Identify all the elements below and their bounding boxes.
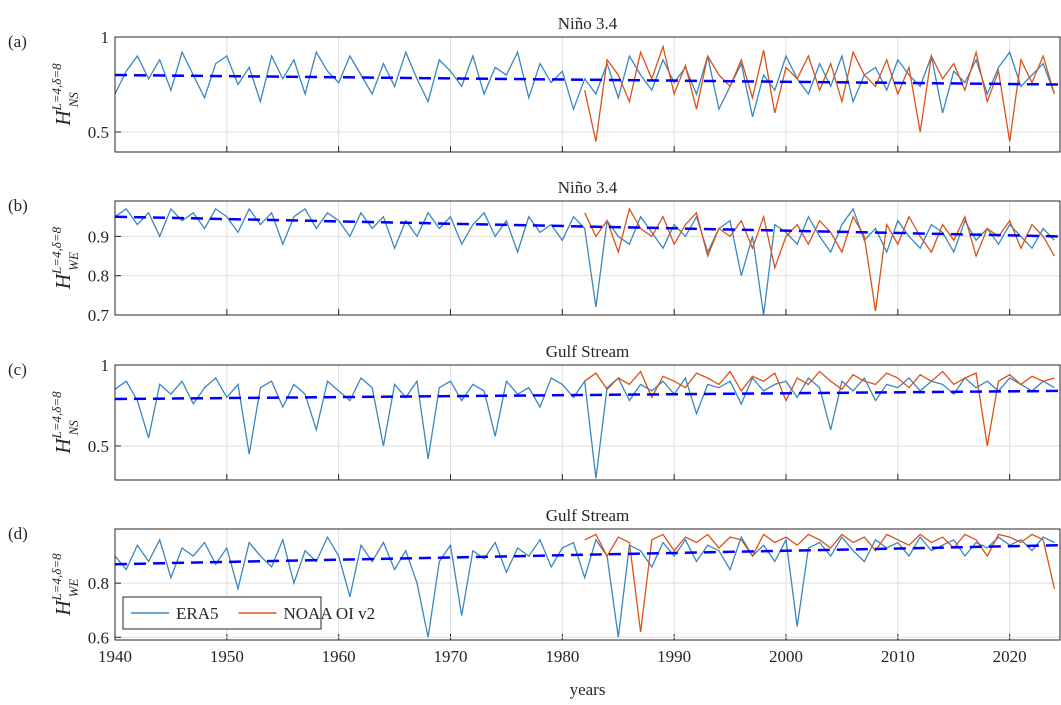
y-label-sup: L=4,δ=8 <box>49 226 64 275</box>
y-axis-label: HL=4,δ=8 WE <box>49 226 81 290</box>
y-label-base: H <box>51 272 75 290</box>
x-tick-label: 1940 <box>98 647 132 666</box>
trend-line <box>115 389 1060 401</box>
series-line <box>584 370 1055 447</box>
y-label-sub: NS <box>66 92 81 109</box>
panel-label: (c) <box>8 360 27 379</box>
series-line <box>115 50 1056 117</box>
legend-label: NOAA OI v2 <box>284 604 376 623</box>
y-label-sup: L=4,δ=8 <box>49 63 64 112</box>
axes-frame <box>114 364 1061 481</box>
chart-title: Gulf Stream <box>546 506 630 525</box>
x-axis-label: years <box>570 680 606 699</box>
x-tick-label: 1950 <box>210 647 244 666</box>
y-axis-label: HL=4,δ=8 NS <box>49 391 81 455</box>
y-label-base: H <box>51 109 75 127</box>
series-line <box>115 207 1055 315</box>
trend-line <box>115 543 1060 566</box>
y-label-sub: NS <box>66 420 81 437</box>
y-label-base: H <box>51 437 75 455</box>
axes-frame <box>114 200 1061 316</box>
series-line <box>584 44 1056 142</box>
y-label-base: H <box>51 599 75 617</box>
y-label-sub: WE <box>66 579 81 598</box>
axes-frame <box>114 36 1061 153</box>
x-tick-label: 2010 <box>881 647 915 666</box>
y-tick-label: 1 <box>101 28 110 47</box>
x-tick-label: 2020 <box>993 647 1027 666</box>
panel-label: (d) <box>8 524 28 543</box>
series-line <box>115 535 1055 638</box>
y-tick-label: 0.5 <box>88 437 109 456</box>
chart-title: Niño 3.4 <box>558 14 618 33</box>
panel-label: (b) <box>8 196 28 215</box>
y-tick-label: 0.6 <box>88 628 109 647</box>
y-axis-label: HL=4,δ=8 WE <box>49 553 81 617</box>
y-tick-label: 0.8 <box>88 267 109 286</box>
series-line <box>584 207 1055 312</box>
y-tick-label: 0.8 <box>88 574 109 593</box>
y-label-sup: L=4,δ=8 <box>49 391 64 440</box>
x-tick-label: 1990 <box>657 647 691 666</box>
y-tick-label: 0.9 <box>88 227 109 246</box>
y-tick-label: 0.5 <box>88 123 109 142</box>
trend-line <box>115 73 1060 86</box>
y-label-sup: L=4,δ=8 <box>49 553 64 602</box>
panel-label: (a) <box>8 32 27 51</box>
axes-frame <box>114 528 1061 641</box>
x-tick-label: 2000 <box>769 647 803 666</box>
y-axis-label: HL=4,δ=8 NS <box>49 63 81 127</box>
plot-area <box>115 365 1060 480</box>
chart-title: Gulf Stream <box>546 342 630 361</box>
y-tick-label: 0.7 <box>88 306 110 325</box>
chart-title: Niño 3.4 <box>558 178 618 197</box>
y-label-sub: WE <box>66 252 81 271</box>
x-tick-label: 1970 <box>434 647 468 666</box>
legend-label: ERA5 <box>176 604 219 623</box>
x-tick-label: 1980 <box>545 647 579 666</box>
x-tick-label: 1960 <box>322 647 356 666</box>
series-line <box>584 533 1056 632</box>
y-tick-label: 1 <box>101 356 110 375</box>
trend-line <box>115 215 1060 238</box>
plot-area <box>115 37 1060 152</box>
